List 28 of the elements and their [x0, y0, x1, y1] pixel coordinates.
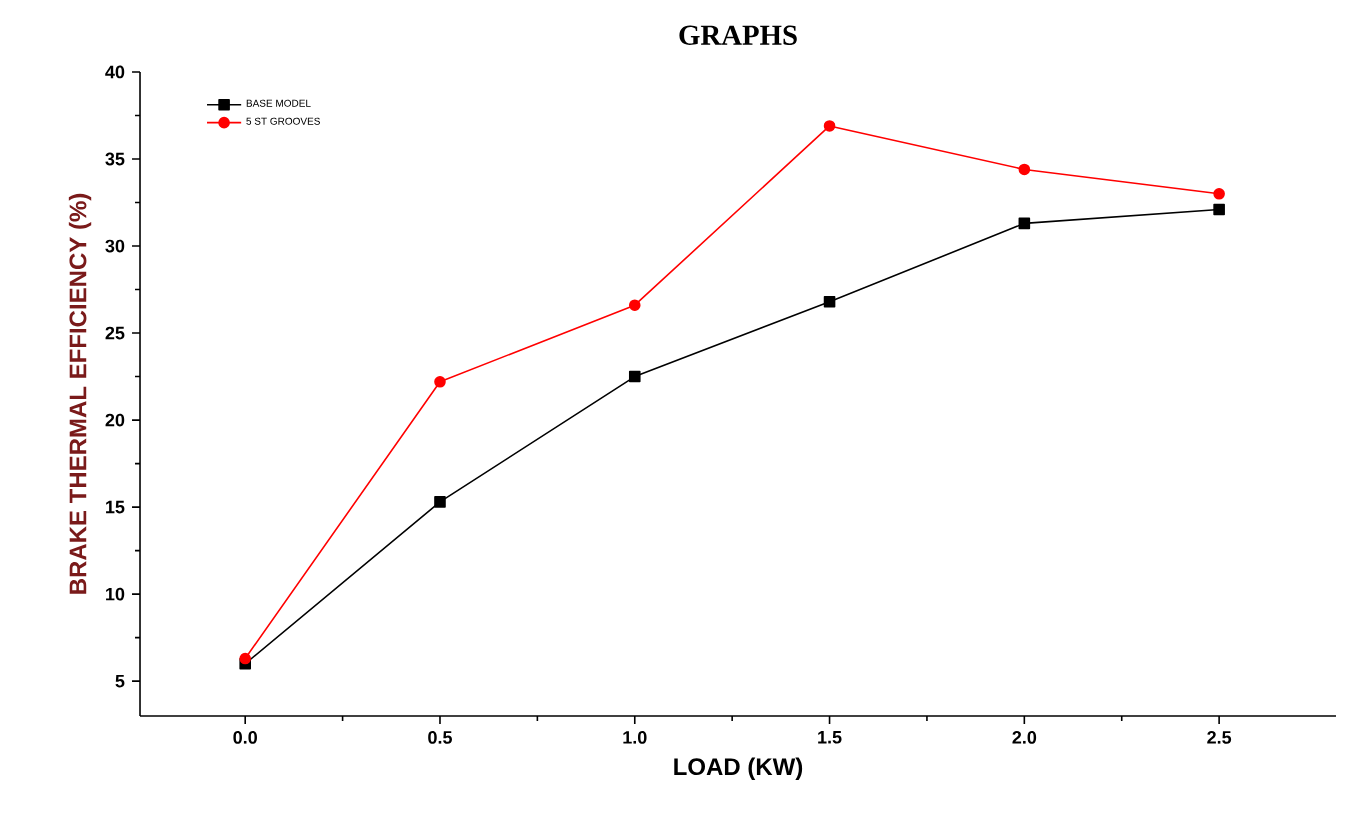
point	[628, 370, 641, 383]
x-tick-label: 1.5	[818, 731, 842, 744]
x-tick-label: 2.5	[1207, 731, 1232, 744]
x-tick-label: 0.0	[233, 731, 257, 744]
point	[1213, 188, 1225, 200]
point	[823, 120, 836, 132]
y-tick-label: 40	[105, 65, 125, 79]
y-tick-label: 5	[115, 674, 125, 688]
point	[1213, 203, 1225, 216]
x-axis-title: LOAD (KW)	[674, 757, 803, 780]
y-tick-label: 30	[105, 239, 125, 253]
x-tick-label: 2.0	[1012, 731, 1037, 744]
chart-title: GRAPHS	[679, 25, 797, 45]
y-tick-label: 20	[105, 413, 125, 427]
y-tick-label: 35	[105, 152, 125, 166]
point	[434, 376, 446, 388]
y-tick-label: 25	[105, 326, 125, 340]
point	[1018, 163, 1031, 176]
point	[239, 652, 251, 665]
x-tick-label: 1.0	[623, 731, 647, 744]
y-tick-label: 15	[106, 500, 125, 514]
point	[628, 299, 641, 312]
point	[434, 496, 446, 508]
point	[1018, 217, 1031, 230]
y-axis-title: BRAKE THERMAL EFFICIENCY (%)	[68, 193, 92, 594]
point	[823, 295, 836, 308]
x-tick-label: 0.5	[428, 731, 452, 744]
y-tick-label: 10	[106, 587, 125, 601]
